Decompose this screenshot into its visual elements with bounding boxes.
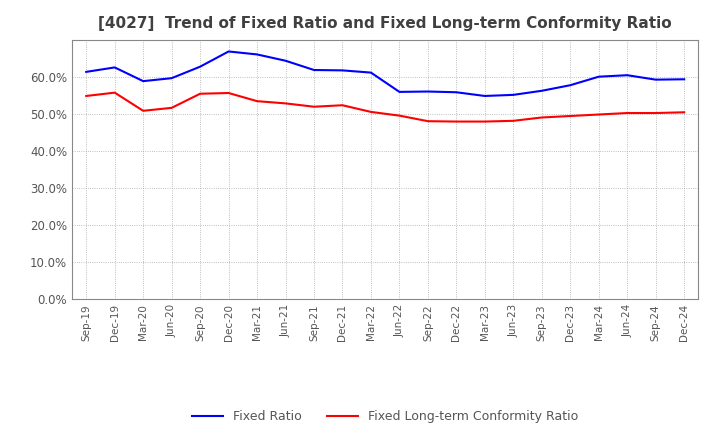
Fixed Long-term Conformity Ratio (225, 90, 233, 95)
Fixed Ratio (310, 67, 318, 73)
Fixed Ratio (566, 83, 575, 88)
Fixed Long-term Conformity Ratio (566, 114, 575, 119)
Fixed Long-term Conformity Ratio (139, 108, 148, 114)
Fixed Long-term Conformity Ratio (253, 99, 261, 104)
Fixed Ratio (110, 65, 119, 70)
Fixed Ratio (509, 92, 518, 98)
Fixed Long-term Conformity Ratio (310, 104, 318, 110)
Fixed Ratio (366, 70, 375, 75)
Fixed Long-term Conformity Ratio (196, 91, 204, 96)
Fixed Ratio (82, 69, 91, 74)
Fixed Ratio (395, 89, 404, 95)
Fixed Ratio (196, 64, 204, 70)
Fixed Ratio (282, 58, 290, 63)
Fixed Long-term Conformity Ratio (623, 110, 631, 116)
Fixed Ratio (595, 74, 603, 79)
Fixed Long-term Conformity Ratio (395, 113, 404, 118)
Fixed Long-term Conformity Ratio (366, 109, 375, 114)
Fixed Long-term Conformity Ratio (282, 101, 290, 106)
Line: Fixed Long-term Conformity Ratio: Fixed Long-term Conformity Ratio (86, 93, 684, 121)
Fixed Ratio (480, 93, 489, 99)
Fixed Long-term Conformity Ratio (537, 115, 546, 120)
Fixed Long-term Conformity Ratio (338, 103, 347, 108)
Fixed Long-term Conformity Ratio (167, 105, 176, 110)
Fixed Ratio (225, 49, 233, 54)
Fixed Ratio (623, 73, 631, 78)
Fixed Ratio (452, 90, 461, 95)
Legend: Fixed Ratio, Fixed Long-term Conformity Ratio: Fixed Ratio, Fixed Long-term Conformity … (187, 405, 583, 428)
Fixed Ratio (253, 52, 261, 57)
Title: [4027]  Trend of Fixed Ratio and Fixed Long-term Conformity Ratio: [4027] Trend of Fixed Ratio and Fixed Lo… (99, 16, 672, 32)
Fixed Long-term Conformity Ratio (509, 118, 518, 124)
Fixed Long-term Conformity Ratio (652, 110, 660, 116)
Fixed Long-term Conformity Ratio (480, 119, 489, 124)
Fixed Ratio (537, 88, 546, 93)
Fixed Long-term Conformity Ratio (680, 110, 688, 115)
Fixed Ratio (652, 77, 660, 82)
Fixed Long-term Conformity Ratio (595, 112, 603, 117)
Fixed Long-term Conformity Ratio (423, 118, 432, 124)
Fixed Ratio (139, 78, 148, 84)
Fixed Long-term Conformity Ratio (110, 90, 119, 95)
Fixed Ratio (423, 89, 432, 94)
Line: Fixed Ratio: Fixed Ratio (86, 51, 684, 96)
Fixed Ratio (167, 76, 176, 81)
Fixed Ratio (680, 77, 688, 82)
Fixed Long-term Conformity Ratio (452, 119, 461, 124)
Fixed Long-term Conformity Ratio (82, 93, 91, 99)
Fixed Ratio (338, 68, 347, 73)
